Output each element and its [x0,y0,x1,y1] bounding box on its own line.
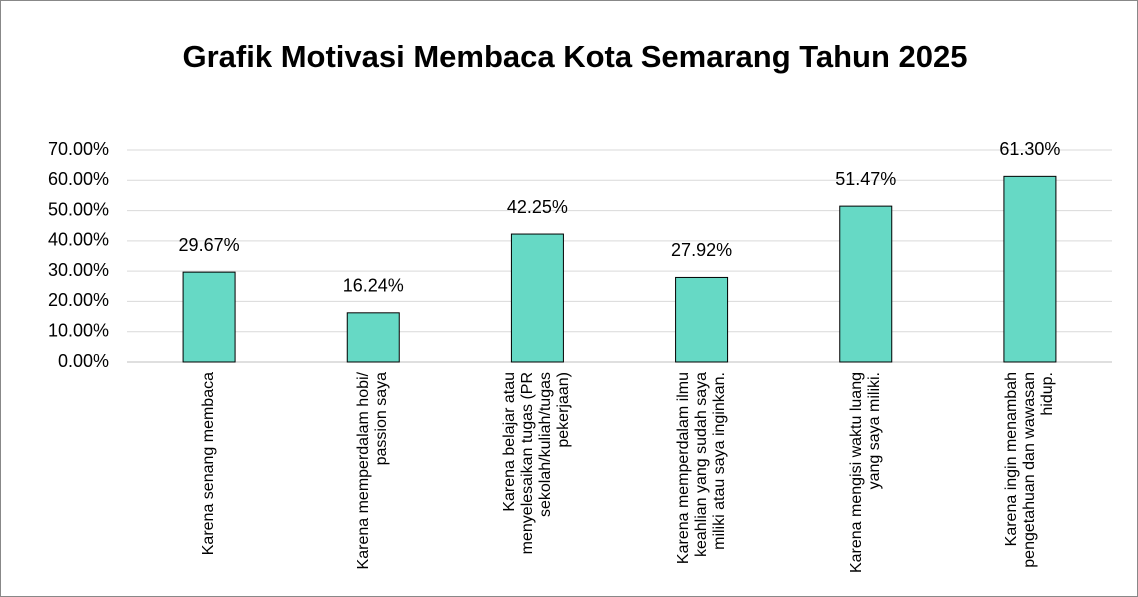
data-label: 16.24% [343,276,404,296]
data-label: 61.30% [999,139,1060,159]
bar [675,276,729,363]
data-label: 42.25% [507,197,568,217]
chart-title: Grafik Motivasi Membaca Kota Semarang Ta… [182,39,968,74]
data-label: 51.47% [835,169,896,189]
bar [839,205,893,363]
y-tick-label: 20.00% [48,290,109,310]
bar [510,233,564,363]
x-tick-label: Karena mengisi waktu luang yang saya mil… [847,372,883,574]
x-tick-label: Karena ingin menambah pengetahuan dan wa… [1002,372,1056,568]
bar [1003,175,1057,363]
x-tick-label: Karena senang membaca [200,372,218,556]
y-tick-label: 30.00% [48,260,109,280]
y-tick-label: 0.00% [58,351,109,371]
y-tick-label: 40.00% [48,230,109,250]
y-tick-label: 70.00% [48,139,109,159]
data-label: 29.67% [179,235,240,255]
y-tick-label: 50.00% [48,199,109,219]
x-tick-label: Karena belajar atau menyelesaikan tugas … [501,372,573,555]
y-tick-label: 60.00% [48,169,109,189]
bar [182,271,236,363]
bar [346,312,400,363]
x-tick-label: Karena memperdalam hobi/ passion saya [355,372,391,570]
y-tick-label: 10.00% [48,320,109,340]
x-tick-label: Karena memperdalam ilmu keahlian yang su… [674,372,728,565]
data-label: 27.92% [671,240,732,260]
